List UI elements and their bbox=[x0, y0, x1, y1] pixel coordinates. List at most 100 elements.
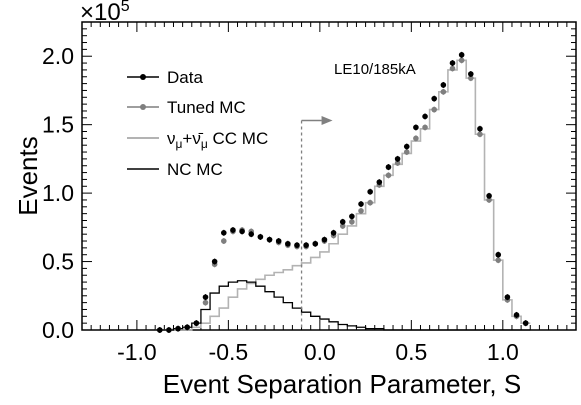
point-marker bbox=[230, 227, 236, 233]
point-marker bbox=[166, 327, 172, 333]
y-tick-label: 2.0 bbox=[42, 43, 74, 69]
point-marker bbox=[458, 52, 465, 58]
x-tick-label: -1.0 bbox=[117, 339, 157, 365]
point-marker bbox=[239, 228, 245, 235]
data-point-tuned-mc bbox=[367, 199, 373, 206]
y-tick-label: 0.0 bbox=[42, 317, 74, 343]
point-marker bbox=[458, 57, 465, 64]
y-tick-label: 1.0 bbox=[42, 180, 74, 206]
data-point-data bbox=[275, 238, 282, 245]
data-point-data bbox=[175, 325, 181, 332]
data-point-data bbox=[467, 71, 474, 78]
data-point-tuned-mc bbox=[440, 88, 447, 95]
data-point-tuned-mc bbox=[202, 299, 209, 306]
point-marker bbox=[422, 113, 428, 120]
data-point-data bbox=[230, 227, 236, 234]
data-point-tuned-mc bbox=[449, 65, 456, 72]
point-marker bbox=[193, 320, 200, 326]
legend-entry-cc-mc: νμ+ν̄μ CC MC bbox=[127, 129, 268, 151]
x-axis-ticks: -1.0 -0.5 0.0 0.5 1.0 bbox=[90, 22, 568, 365]
point-marker bbox=[358, 201, 364, 207]
x-axis-title: Event Separation Parameter, S bbox=[163, 369, 521, 399]
point-marker bbox=[394, 160, 401, 166]
legend-entry-tuned-mc: Tuned MC bbox=[127, 98, 246, 117]
point-marker bbox=[330, 230, 337, 236]
data-point-data bbox=[394, 155, 401, 162]
point-marker bbox=[385, 164, 392, 170]
point-marker bbox=[156, 327, 163, 333]
point-marker bbox=[339, 219, 346, 225]
data-point-data bbox=[522, 320, 529, 327]
data-point-data bbox=[285, 240, 291, 247]
cut-arrow-head bbox=[321, 116, 333, 126]
data-point-data bbox=[367, 188, 373, 195]
y-tick-label: 1.5 bbox=[42, 112, 74, 138]
data-point-tuned-mc bbox=[458, 57, 465, 64]
point-marker bbox=[312, 240, 319, 247]
y-axis-ticks: 0.0 0.5 1.0 1.5 2.0 bbox=[42, 21, 576, 343]
x-tick-label: 1.0 bbox=[487, 339, 519, 365]
data-point-tuned-mc bbox=[477, 131, 483, 138]
legend-entry-data: Data bbox=[127, 68, 203, 87]
data-point-tuned-mc bbox=[431, 106, 438, 113]
point-marker bbox=[513, 312, 520, 318]
point-marker bbox=[467, 71, 474, 77]
point-marker bbox=[202, 299, 209, 306]
legend-entry-nc-mc: NC MC bbox=[127, 160, 223, 179]
point-marker bbox=[467, 75, 474, 81]
data-point-data bbox=[321, 236, 328, 243]
data-point-data bbox=[513, 311, 520, 318]
point-marker bbox=[495, 251, 502, 258]
point-marker bbox=[403, 143, 410, 150]
point-marker bbox=[339, 223, 346, 229]
point-marker bbox=[349, 213, 355, 220]
legend-label-data: Data bbox=[167, 68, 203, 87]
series-layer bbox=[155, 51, 531, 333]
point-marker bbox=[385, 172, 392, 179]
data-point-data bbox=[504, 294, 511, 301]
point-marker bbox=[522, 320, 529, 326]
data-point-data bbox=[330, 229, 337, 236]
point-marker bbox=[431, 95, 438, 102]
legend-marker-data bbox=[140, 74, 146, 80]
data-point-data bbox=[422, 113, 428, 120]
data-point-data bbox=[477, 125, 483, 132]
point-marker bbox=[321, 236, 328, 243]
point-marker bbox=[440, 82, 447, 88]
point-marker bbox=[220, 238, 227, 244]
y-multiplier-exponent: 5 bbox=[121, 0, 130, 15]
data-point-data bbox=[403, 143, 410, 150]
data-point-data bbox=[156, 327, 163, 333]
point-marker bbox=[376, 179, 383, 185]
point-marker bbox=[449, 60, 456, 66]
point-marker bbox=[367, 188, 373, 195]
point-marker bbox=[486, 197, 492, 203]
data-point-data bbox=[349, 213, 355, 220]
point-marker bbox=[211, 258, 218, 265]
point-marker bbox=[367, 199, 373, 206]
y-tick-label: 0.5 bbox=[42, 249, 74, 275]
point-marker bbox=[504, 294, 511, 300]
point-marker bbox=[303, 242, 309, 248]
data-point-tuned-mc bbox=[385, 172, 392, 179]
legend-marker-tuned-mc bbox=[140, 104, 146, 110]
series-step-cc-mc bbox=[155, 59, 531, 331]
point-marker bbox=[486, 193, 492, 199]
data-point-tuned-mc bbox=[403, 149, 410, 156]
point-marker bbox=[431, 106, 438, 113]
point-marker bbox=[413, 124, 419, 131]
point-marker bbox=[413, 135, 419, 142]
data-point-data bbox=[486, 192, 492, 199]
data-point-data bbox=[431, 95, 438, 102]
point-marker bbox=[422, 124, 428, 131]
data-point-data bbox=[303, 242, 309, 249]
data-point-data bbox=[458, 51, 465, 58]
point-marker bbox=[495, 257, 502, 263]
point-marker bbox=[349, 219, 355, 225]
series-step-nc-mc bbox=[155, 280, 531, 331]
point-marker bbox=[184, 324, 191, 331]
data-point-data bbox=[166, 327, 172, 333]
annotation-label: LE10/185kA bbox=[334, 61, 416, 78]
x-tick-label: 0.5 bbox=[395, 339, 427, 365]
point-marker bbox=[394, 156, 401, 162]
